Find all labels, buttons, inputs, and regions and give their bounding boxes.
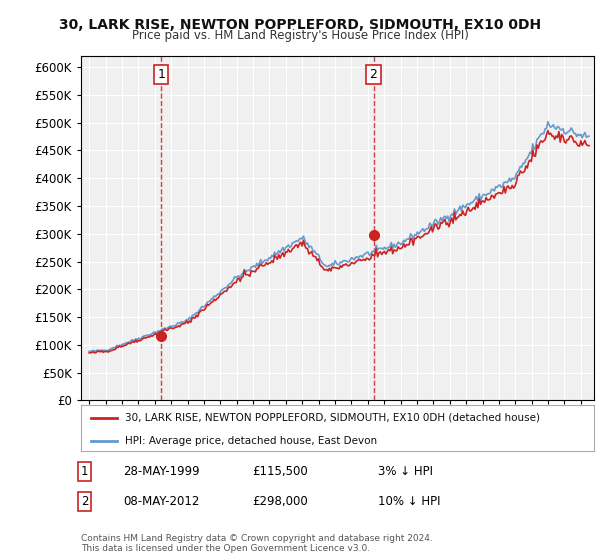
Text: 30, LARK RISE, NEWTON POPPLEFORD, SIDMOUTH, EX10 0DH: 30, LARK RISE, NEWTON POPPLEFORD, SIDMOU… <box>59 18 541 32</box>
Text: 30, LARK RISE, NEWTON POPPLEFORD, SIDMOUTH, EX10 0DH (detached house): 30, LARK RISE, NEWTON POPPLEFORD, SIDMOU… <box>125 413 539 423</box>
Text: 1: 1 <box>157 68 165 81</box>
Text: Contains HM Land Registry data © Crown copyright and database right 2024.
This d: Contains HM Land Registry data © Crown c… <box>81 534 433 553</box>
Text: 3% ↓ HPI: 3% ↓ HPI <box>378 465 433 478</box>
Text: 1: 1 <box>81 465 89 478</box>
Text: 28-MAY-1999: 28-MAY-1999 <box>123 465 200 478</box>
Text: £298,000: £298,000 <box>252 494 308 508</box>
Text: £115,500: £115,500 <box>252 465 308 478</box>
Text: 2: 2 <box>81 494 89 508</box>
Text: 08-MAY-2012: 08-MAY-2012 <box>123 494 199 508</box>
Text: HPI: Average price, detached house, East Devon: HPI: Average price, detached house, East… <box>125 436 377 446</box>
Text: Price paid vs. HM Land Registry's House Price Index (HPI): Price paid vs. HM Land Registry's House … <box>131 29 469 42</box>
Text: 10% ↓ HPI: 10% ↓ HPI <box>378 494 440 508</box>
Text: 2: 2 <box>370 68 377 81</box>
